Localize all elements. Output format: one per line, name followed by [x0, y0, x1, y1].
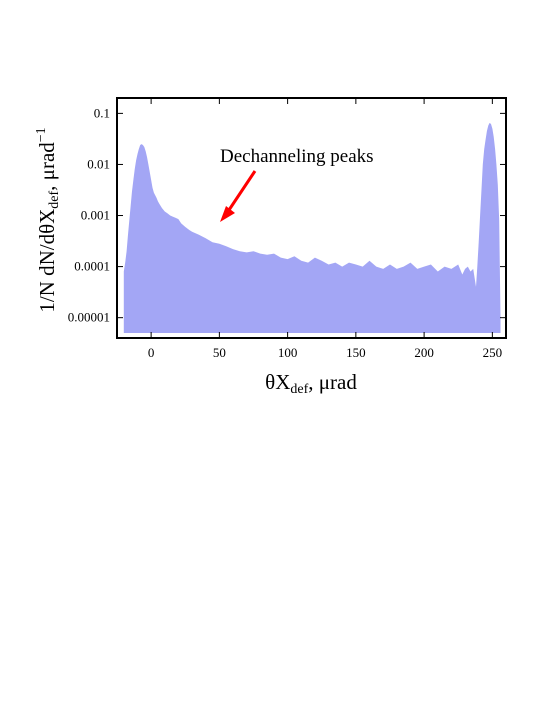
y-tick-label: 0.01	[87, 156, 110, 171]
y-tick-label: 0.00001	[68, 310, 110, 325]
x-tick-label: 200	[414, 345, 434, 360]
annotation-label: Dechanneling peaks	[220, 146, 374, 167]
annotation-arrow-head	[220, 206, 235, 222]
x-axis-title: θXdef, μrad	[265, 370, 357, 397]
x-tick-label: 150	[346, 345, 366, 360]
annotation-arrow-shaft	[227, 170, 257, 211]
y-axis-ticks: 0.1 0.01 0.001 0.0001 0.00001	[68, 105, 506, 325]
y-tick-label: 0.001	[81, 208, 110, 223]
x-tick-label: 0	[148, 345, 155, 360]
x-tick-label: 50	[213, 345, 226, 360]
y-tick-label: 0.0001	[74, 259, 110, 274]
y-tick-label: 0.1	[94, 105, 110, 120]
x-tick-label: 250	[483, 345, 503, 360]
plot-frame	[116, 97, 507, 339]
x-tick-label: 100	[278, 345, 298, 360]
y-axis-title: 1/N dN/dθXdef, μrad−1	[34, 127, 62, 312]
x-axis-ticks: 0 50 100 150 200 250	[148, 98, 502, 360]
histogram-area-layer	[123, 122, 501, 334]
series-area-0	[123, 122, 501, 334]
